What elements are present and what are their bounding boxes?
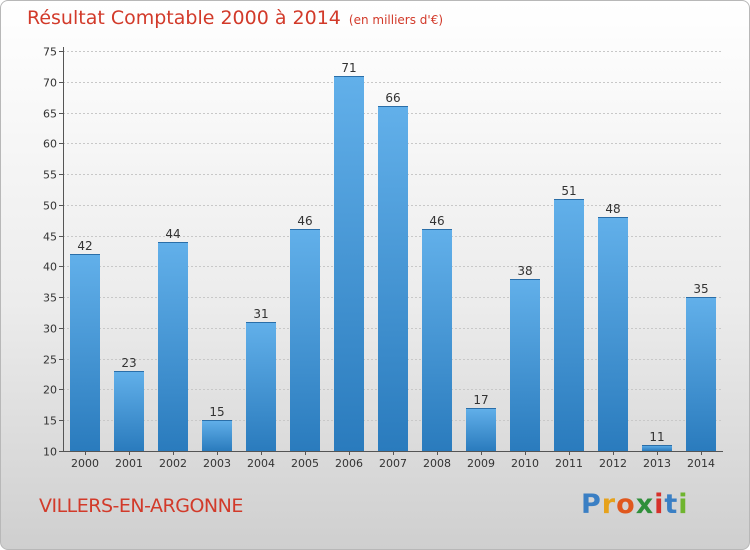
x-tick-label: 2003 xyxy=(203,457,231,470)
bar-2004 xyxy=(246,322,276,451)
value-label: 17 xyxy=(473,393,488,407)
bars xyxy=(70,76,716,451)
x-tick-label: 2008 xyxy=(423,457,451,470)
value-label: 35 xyxy=(693,282,708,296)
logo-letter: t xyxy=(664,489,679,520)
value-label: 71 xyxy=(341,61,356,75)
bar-top-edge xyxy=(598,217,628,218)
y-tick-label: 65 xyxy=(43,108,57,121)
value-label: 11 xyxy=(649,430,664,444)
x-tick-label: 2010 xyxy=(511,457,539,470)
x-tick-label: 2011 xyxy=(555,457,583,470)
bar-top-edge xyxy=(246,322,276,323)
bar-2013 xyxy=(642,445,672,451)
x-tick-label: 2005 xyxy=(291,457,319,470)
bar-2012 xyxy=(598,217,628,451)
bar-2009 xyxy=(466,408,496,451)
y-tick-label: 50 xyxy=(43,200,57,213)
y-tick-label: 60 xyxy=(43,138,57,151)
bar-2002 xyxy=(158,242,188,451)
x-tick-label: 2004 xyxy=(247,457,275,470)
y-tick-label: 70 xyxy=(43,77,57,90)
title-row: Résultat Comptable 2000 à 2014 (en millie… xyxy=(27,7,443,29)
y-tick-label: 15 xyxy=(43,415,57,428)
x-tick-label: 2009 xyxy=(467,457,495,470)
logo-letter: x xyxy=(635,489,655,520)
value-label: 51 xyxy=(561,184,576,198)
bar-top-edge xyxy=(686,297,716,298)
x-tick-label: 2000 xyxy=(71,457,99,470)
logo-letter: i xyxy=(678,489,689,520)
bar-top-edge xyxy=(422,229,452,230)
bar-2014 xyxy=(686,297,716,451)
bar-2006 xyxy=(334,76,364,451)
x-tick-label: 2002 xyxy=(159,457,187,470)
value-label: 48 xyxy=(605,202,620,216)
x-tick-label: 2007 xyxy=(379,457,407,470)
axes: 10 15 20 25 30 35 40 45 50 55 60 65 70 75 2000 2001 2002… xyxy=(43,46,723,470)
y-tick-label: 30 xyxy=(43,323,57,336)
x-tick-label: 2012 xyxy=(599,457,627,470)
y-tick-label: 25 xyxy=(43,354,57,367)
bar-top-edge xyxy=(334,76,364,77)
bar-2001 xyxy=(114,371,144,451)
value-label: 46 xyxy=(297,214,312,228)
y-tick-label: 40 xyxy=(43,261,57,274)
bar-top-edge xyxy=(202,420,232,421)
bar-2007 xyxy=(378,106,408,451)
bar-top-edge xyxy=(114,371,144,372)
logo-letter: o xyxy=(616,489,636,520)
y-tick-label: 35 xyxy=(43,292,57,305)
bar-top-edge xyxy=(378,106,408,107)
y-tick-label: 20 xyxy=(43,384,57,397)
bar-2005 xyxy=(290,229,320,451)
bar-2010 xyxy=(510,279,540,451)
x-tick-label: 2001 xyxy=(115,457,143,470)
y-tick-label: 45 xyxy=(43,231,57,244)
bar-top-edge xyxy=(290,229,320,230)
y-tick-label: 10 xyxy=(43,446,57,459)
bar-2011 xyxy=(554,199,584,451)
value-label: 44 xyxy=(165,227,180,241)
value-label: 31 xyxy=(253,307,268,321)
x-tick-label: 2013 xyxy=(643,457,671,470)
chart-title: Résultat Comptable 2000 à 2014 xyxy=(27,7,341,29)
value-label: 46 xyxy=(429,214,444,228)
bar-2000 xyxy=(70,254,100,451)
bar-2003 xyxy=(202,420,232,451)
bar-top-edge xyxy=(642,445,672,446)
y-tick-label: 55 xyxy=(43,169,57,182)
data-labels: 42 23 44 15 31 46 71 66 46 17 38 51 48 11 35 xyxy=(77,61,708,444)
x-tick-label: 2006 xyxy=(335,457,363,470)
value-label: 15 xyxy=(209,405,224,419)
logo-letter: i xyxy=(654,489,665,520)
x-tick-label: 2014 xyxy=(687,457,715,470)
logo-letter: r xyxy=(601,489,617,520)
value-label: 23 xyxy=(121,356,136,370)
value-label: 42 xyxy=(77,239,92,253)
bar-top-edge xyxy=(466,408,496,409)
proxiti-logo[interactable]: Proxiti xyxy=(581,489,689,520)
bar-top-edge xyxy=(510,279,540,280)
value-label: 66 xyxy=(385,91,400,105)
commune-name: VILLERS-EN-ARGONNE xyxy=(39,495,243,517)
chart-subtitle: (en milliers d'€) xyxy=(348,13,444,27)
bar-2008 xyxy=(422,229,452,451)
bar-top-edge xyxy=(158,242,188,243)
bar-top-edge xyxy=(70,254,100,255)
y-tick-label: 75 xyxy=(43,46,57,59)
logo-letter: P xyxy=(581,489,602,520)
value-label: 38 xyxy=(517,264,532,278)
bar-top-edge xyxy=(554,199,584,200)
